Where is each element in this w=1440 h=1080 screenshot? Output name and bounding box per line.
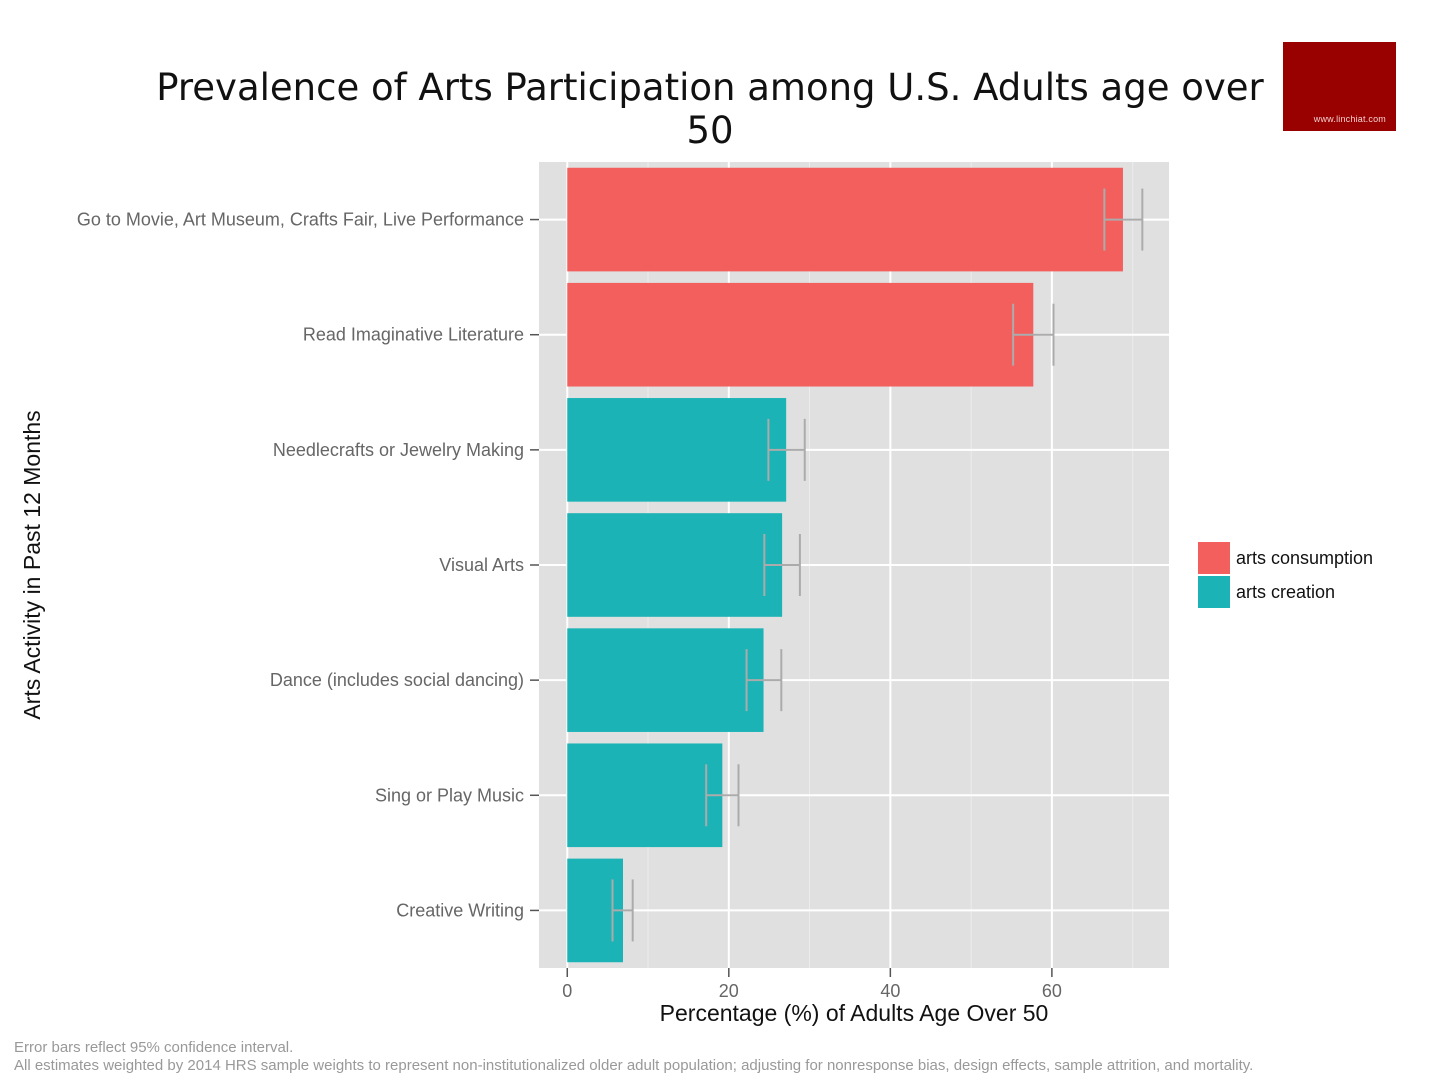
error-bar — [745, 649, 783, 712]
y-tick-label: Read Imaginative Literature — [303, 325, 524, 345]
y-tick-label: Creative Writing — [396, 900, 524, 920]
x-tick-label: 40 — [880, 981, 900, 1001]
error-bar — [1012, 303, 1055, 366]
chart-title: Prevalence of Arts Participation among U… — [156, 66, 1264, 152]
footnote-error-bars: Error bars reflect 95% confidence interv… — [14, 1039, 294, 1056]
legend-item-consumption: arts consumption — [1197, 541, 1373, 575]
bar — [567, 167, 1123, 272]
error-bar — [611, 879, 634, 942]
y-axis-title: Arts Activity in Past 12 Months — [19, 410, 45, 719]
footnote-weights: All estimates weighted by 2014 HRS sampl… — [14, 1057, 1254, 1074]
x-tick-label: 60 — [1042, 981, 1062, 1001]
x-axis-title: Percentage (%) of Adults Age Over 50 — [660, 1000, 1049, 1026]
y-tick-label: Visual Arts — [439, 555, 524, 575]
legend-label-creation: arts creation — [1236, 581, 1336, 602]
bar — [567, 743, 723, 848]
bar — [567, 282, 1034, 387]
error-bar — [1103, 188, 1144, 251]
legend-item-creation: arts creation — [1197, 575, 1373, 609]
error-bar — [705, 764, 740, 827]
x-tick-label: 0 — [562, 981, 572, 1001]
logo-text: www.linchiat.com — [1313, 114, 1386, 124]
y-tick-label: Sing or Play Music — [375, 785, 524, 805]
y-tick-label: Go to Movie, Art Museum, Crafts Fair, Li… — [77, 210, 524, 230]
bar — [567, 628, 764, 732]
error-bar — [763, 534, 801, 596]
bar — [567, 513, 783, 617]
y-tick-label: Needlecrafts or Jewelry Making — [273, 440, 524, 460]
legend-swatch-consumption — [1197, 541, 1231, 575]
y-tick-label: Dance (includes social dancing) — [270, 670, 524, 690]
legend-label-consumption: arts consumption — [1236, 547, 1374, 568]
legend-swatch-creation — [1197, 575, 1231, 609]
error-bar — [767, 418, 806, 481]
bar — [567, 398, 787, 502]
x-tick-label: 20 — [719, 981, 739, 1001]
site-logo[interactable]: www.linchiat.com — [1283, 42, 1396, 131]
legend: arts consumption arts creation — [1197, 541, 1373, 609]
